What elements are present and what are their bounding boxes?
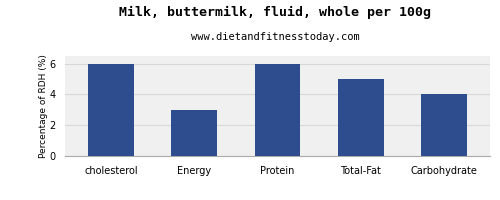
Bar — [171, 110, 217, 156]
Bar — [254, 64, 300, 156]
Text: www.dietandfitnesstoday.com: www.dietandfitnesstoday.com — [190, 32, 360, 42]
Bar — [421, 94, 467, 156]
Text: Milk, buttermilk, fluid, whole per 100g: Milk, buttermilk, fluid, whole per 100g — [119, 6, 431, 19]
Y-axis label: Percentage of RDH (%): Percentage of RDH (%) — [38, 54, 48, 158]
Bar — [88, 64, 134, 156]
Bar — [338, 79, 384, 156]
